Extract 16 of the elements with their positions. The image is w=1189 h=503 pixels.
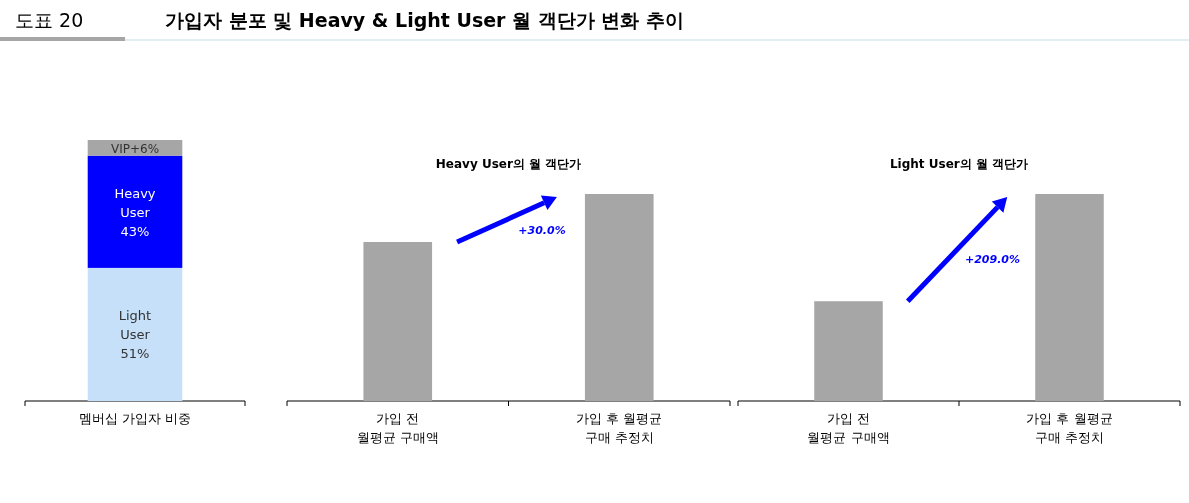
data-label: 51% (120, 346, 150, 362)
annotation: +209.0% (964, 253, 1021, 267)
text: 가입자 분포 및 Heavy & Light User 월 객단가 변화 추이 (165, 9, 684, 31)
x-tick-label: 가입 후 월평균 구매 추정치 (1026, 411, 1113, 445)
chart-title: Heavy User의 월 객단가 (435, 157, 582, 171)
x-tick-label: 가입 전 월평균 구매액 (356, 411, 439, 445)
chart-title: Light User의 월 객단가 (889, 157, 1029, 171)
data-label: 43% (120, 223, 150, 239)
text: 도표 20 (15, 9, 84, 31)
series-label: Light User (118, 308, 152, 343)
annotation: +30.0% (518, 223, 566, 237)
series-label: Heavy User (114, 185, 156, 220)
x-tick-label: 가입 전 월평균 구매액 (807, 411, 890, 445)
x-tick-label: 가입 후 월평균 구매 추정치 (576, 411, 663, 445)
text: VIP+6% (110, 141, 160, 156)
x-tick-label: 멤버십 가입자 비중 (78, 411, 192, 426)
